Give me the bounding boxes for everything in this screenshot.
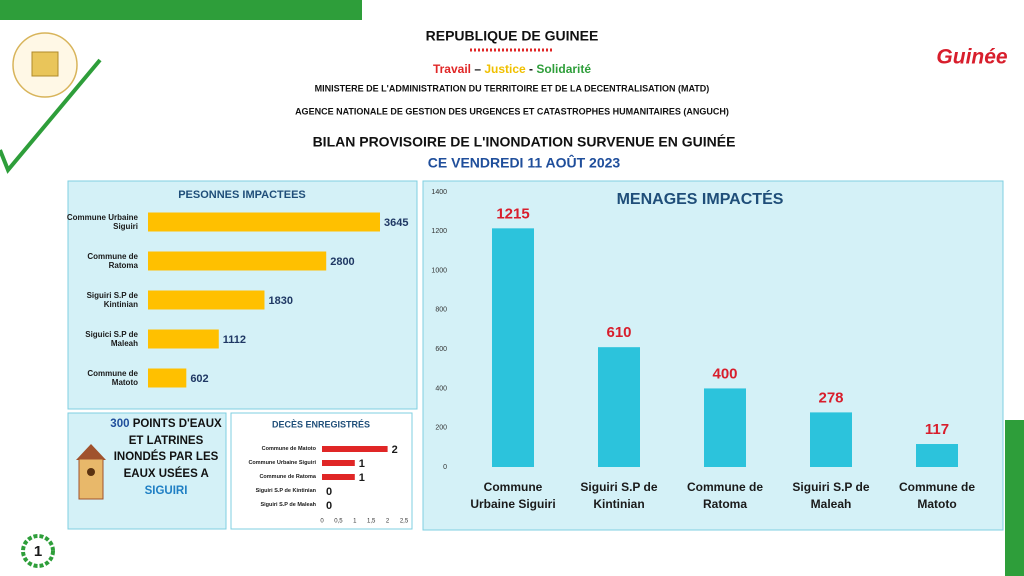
value-label: 1	[359, 458, 365, 470]
motto-word: Justice	[484, 62, 526, 76]
y-tick-label: 0	[443, 464, 447, 471]
value-label: 1215	[496, 205, 529, 222]
page-number: 1	[34, 543, 42, 560]
motto-word: Solidarité	[536, 62, 591, 76]
category-label: Commune de Ratoma	[686, 480, 763, 511]
bar	[492, 228, 534, 467]
value-label: 0	[326, 486, 332, 498]
report-title: BILAN PROVISOIRE DE L'INONDATION SURVENU…	[313, 134, 736, 150]
chart-title: MENAGES IMPACTÉS	[617, 189, 784, 208]
chart-title: DECÈS ENREGISTRÉS	[272, 419, 370, 429]
value-label: 400	[712, 365, 737, 382]
category-label: Siguici S.P de Maleah	[85, 329, 138, 348]
page-badge	[21, 534, 55, 568]
value-label: 2	[392, 444, 398, 456]
x-tick-label: 0	[320, 519, 324, 525]
bar	[148, 329, 219, 349]
bar	[322, 446, 388, 452]
x-tick-label: 2,5	[400, 519, 409, 525]
value-label: 610	[606, 324, 631, 341]
value-label: 0	[326, 500, 332, 512]
bar	[704, 388, 746, 467]
bar	[148, 368, 187, 388]
motto-word: Travail	[433, 62, 471, 76]
category-label: Siguiri S.P de Kintinian	[86, 290, 138, 309]
motto-sep: –	[471, 62, 484, 76]
value-label: 3645	[384, 217, 408, 229]
bar	[322, 460, 355, 466]
birdhouse	[78, 458, 104, 500]
bar	[810, 412, 852, 467]
category-label: Siguiri S.P de Maleah	[260, 501, 316, 508]
value-label: 278	[818, 389, 843, 406]
category-label: Commune Urbaine Siguiri	[66, 212, 138, 231]
category-label: Commune de Ratoma	[259, 473, 316, 480]
panel	[230, 412, 413, 530]
x-tick-label: 1,5	[367, 519, 376, 525]
info-box: 300 POINTS D'EAUX ET LATRINES INONDÉS PA…	[108, 416, 224, 499]
value-label: 602	[190, 373, 208, 385]
info-place: SIGUIRI	[144, 484, 188, 497]
check-mark	[0, 58, 102, 174]
motto-sep: -	[526, 62, 537, 76]
ministry: MINISTERE DE L'ADMINISTRATION DU TERRITO…	[315, 83, 710, 93]
birdhouse-hole	[87, 468, 95, 476]
category-label: Siguiri S.P de Kintinian	[255, 487, 316, 494]
bar	[916, 444, 958, 467]
info-text: POINTS D'EAUX ET LATRINES INONDÉS PAR LE…	[113, 418, 222, 481]
value-label: 2800	[330, 256, 354, 268]
value-label: 117	[925, 421, 949, 438]
category-label: Commune de Matoto	[261, 445, 316, 452]
x-tick-label: 2	[386, 519, 390, 525]
category-label: Siguiri S.P de Maleah	[792, 480, 870, 511]
bar	[148, 212, 380, 232]
x-tick-label: 1	[353, 519, 357, 525]
panel	[67, 412, 227, 530]
category-label: Commune de Matoto	[898, 480, 975, 511]
y-tick-label: 1200	[431, 228, 447, 235]
coat-shield	[31, 51, 59, 77]
y-tick-label: 1000	[431, 267, 447, 274]
value-label: 1	[359, 472, 365, 484]
agency: AGENCE NATIONALE DE GESTION DES URGENCES…	[295, 106, 729, 116]
side-band	[1005, 420, 1024, 576]
chart-title: PESONNES IMPACTEES	[178, 189, 306, 201]
bar	[148, 290, 265, 310]
bar	[598, 347, 640, 467]
bar	[148, 251, 327, 271]
value-label: 1830	[268, 295, 292, 307]
birdhouse-roof	[76, 444, 106, 460]
info-count: 300	[110, 418, 130, 430]
logo: Guinée	[936, 46, 1008, 69]
motto: Travail – Justice - Solidarité	[433, 62, 591, 76]
category-label: Commune de Ratoma	[87, 251, 138, 270]
country: REPUBLIQUE DE GUINEE	[426, 28, 599, 44]
bar	[322, 474, 355, 480]
category-label: Siguiri S.P de Kintinian	[580, 480, 658, 511]
y-tick-label: 200	[435, 425, 447, 432]
y-tick-label: 600	[435, 346, 447, 353]
y-tick-label: 800	[435, 307, 447, 314]
value-label: 1112	[223, 334, 246, 346]
y-tick-label: 400	[435, 385, 447, 392]
top-band	[0, 0, 362, 20]
x-tick-label: 0,5	[334, 519, 343, 525]
report-date: CE VENDREDI 11 AOÛT 2023	[428, 154, 621, 171]
category-label: Commune Urbaine Siguiri	[470, 480, 556, 511]
category-label: Commune Urbaine Siguiri	[248, 459, 316, 466]
category-label: Commune de Matoto	[87, 368, 138, 387]
y-tick-label: 1400	[431, 189, 447, 196]
